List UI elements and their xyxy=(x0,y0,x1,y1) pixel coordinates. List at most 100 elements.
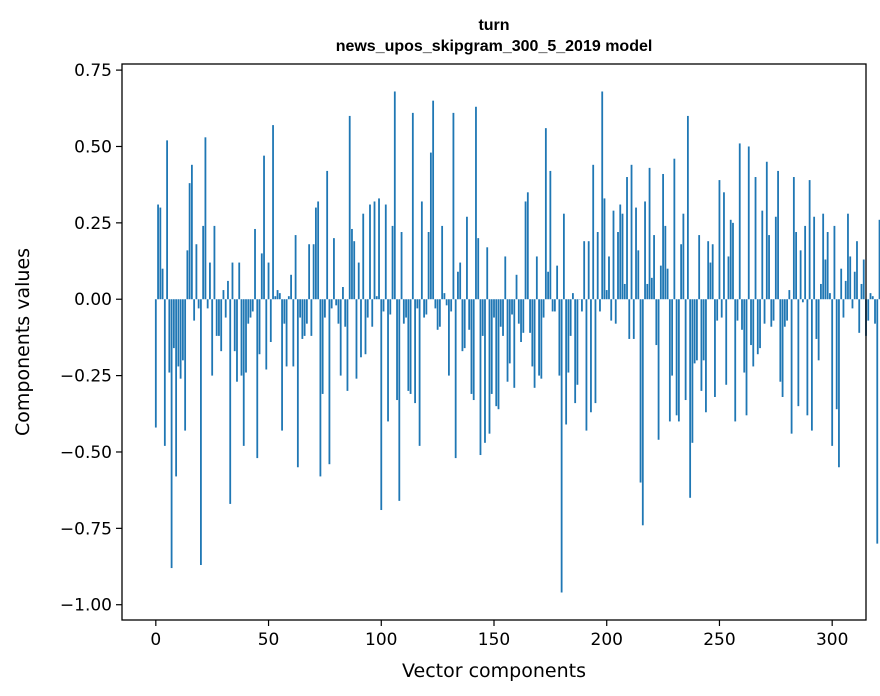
bar xyxy=(628,299,631,339)
bar xyxy=(346,299,349,391)
bar xyxy=(179,299,182,379)
bar xyxy=(583,241,586,300)
bar xyxy=(454,299,457,459)
bar xyxy=(204,137,207,300)
bar xyxy=(411,112,414,300)
chart-title: turn xyxy=(478,17,509,34)
bar xyxy=(874,299,876,324)
x-tick-label: 250 xyxy=(703,630,735,650)
bar xyxy=(319,299,322,477)
bar xyxy=(227,280,229,300)
bar xyxy=(705,299,707,413)
bar xyxy=(599,299,601,312)
bar xyxy=(168,299,171,373)
bar xyxy=(355,299,358,379)
bar xyxy=(587,241,590,300)
bar xyxy=(222,290,225,300)
bar xyxy=(409,299,412,394)
bar xyxy=(820,283,822,300)
bar xyxy=(526,192,529,300)
bar xyxy=(619,204,622,300)
bar xyxy=(479,299,482,456)
bar xyxy=(303,299,306,336)
bar xyxy=(659,265,662,300)
bar xyxy=(362,213,365,300)
bar xyxy=(786,299,788,321)
bar xyxy=(517,299,520,324)
bar xyxy=(481,299,484,336)
bar xyxy=(637,250,640,300)
bar xyxy=(154,299,157,428)
bar xyxy=(862,259,865,300)
bar xyxy=(163,299,166,446)
bar xyxy=(833,225,836,300)
bar xyxy=(335,299,338,306)
bar xyxy=(484,299,486,443)
bar xyxy=(272,125,274,300)
bar xyxy=(671,299,674,376)
bar xyxy=(337,299,340,324)
bar xyxy=(572,293,574,300)
bar xyxy=(736,299,739,321)
bar xyxy=(777,170,779,300)
bar xyxy=(190,164,193,300)
bar xyxy=(838,299,840,468)
bar xyxy=(538,299,540,376)
bar xyxy=(675,299,678,416)
bar xyxy=(544,128,547,300)
bar xyxy=(218,299,220,336)
bar xyxy=(835,299,838,410)
y-tick-label: −0.75 xyxy=(60,519,112,539)
bar xyxy=(360,299,362,358)
bar xyxy=(393,91,396,300)
bar xyxy=(283,299,286,324)
bar xyxy=(867,299,870,321)
bar xyxy=(414,299,416,404)
bar xyxy=(276,290,279,300)
bar xyxy=(772,299,775,321)
bar xyxy=(801,299,804,303)
bar xyxy=(312,244,315,300)
bar xyxy=(448,299,450,376)
bar xyxy=(502,299,504,336)
bar xyxy=(324,299,326,318)
bar xyxy=(384,204,387,300)
bar xyxy=(725,299,728,385)
bar xyxy=(515,274,518,300)
bar xyxy=(177,299,180,367)
bar xyxy=(348,115,351,300)
bar xyxy=(648,167,651,300)
bar xyxy=(436,299,439,330)
bar xyxy=(779,299,782,382)
bar xyxy=(466,216,468,300)
bar xyxy=(371,299,374,327)
bar xyxy=(373,201,376,300)
bar xyxy=(172,299,175,349)
bar xyxy=(860,283,863,300)
bar xyxy=(511,299,513,315)
bar xyxy=(824,259,827,300)
bar xyxy=(418,299,421,446)
bar xyxy=(567,299,570,373)
bar xyxy=(330,299,333,309)
bar xyxy=(531,299,534,367)
bar-series xyxy=(154,91,880,593)
y-axis: 0.75 0.50 0.25 0.00 −0.25 −0.50 −0.75 −1.00 xyxy=(60,61,122,616)
bar xyxy=(815,299,818,339)
bar xyxy=(718,180,721,300)
bar xyxy=(542,299,545,318)
bar xyxy=(601,91,604,300)
bar xyxy=(290,274,292,300)
bar xyxy=(653,235,655,300)
bar xyxy=(398,299,401,501)
bar xyxy=(540,299,543,379)
bar xyxy=(632,299,635,339)
bar xyxy=(610,299,613,321)
bar xyxy=(263,155,265,300)
y-tick-label: −0.50 xyxy=(60,443,112,463)
bar xyxy=(847,213,849,300)
bar xyxy=(351,228,353,300)
bar xyxy=(759,299,761,349)
bar xyxy=(432,100,435,300)
